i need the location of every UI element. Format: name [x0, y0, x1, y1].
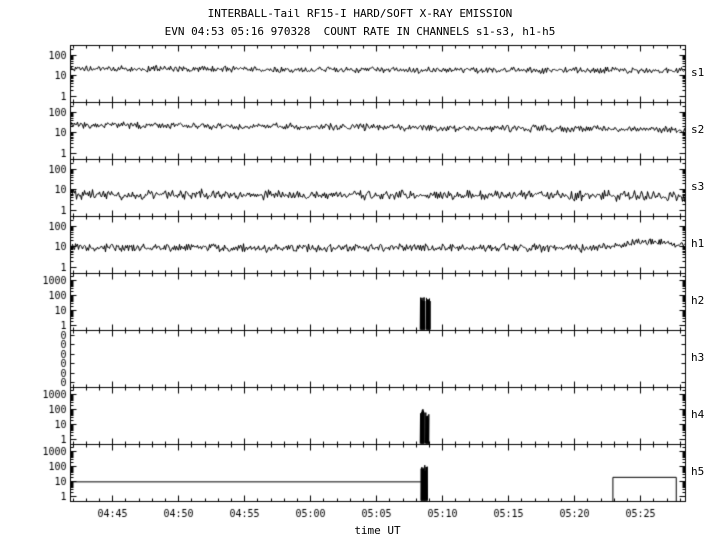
- chart-title: INTERBALL-Tail RF15-I HARD/SOFT X-RAY EM…: [207, 7, 513, 20]
- panel-label-h5: h5: [691, 465, 705, 478]
- panel-label-s2: s2: [691, 123, 705, 136]
- panel-label-h1: h1: [691, 237, 705, 250]
- chart-subtitle: EVN 04:53 05:16 970328 COUNT RATE IN CHA…: [164, 25, 556, 38]
- panel-label-s1: s1: [691, 66, 705, 79]
- panel-label-s3: s3: [691, 180, 705, 193]
- panel-label-h4: h4: [691, 408, 705, 421]
- x-axis-label: time UT: [354, 524, 401, 537]
- panel-label-h2: h2: [691, 294, 705, 307]
- panel-label-h3: h3: [691, 351, 705, 364]
